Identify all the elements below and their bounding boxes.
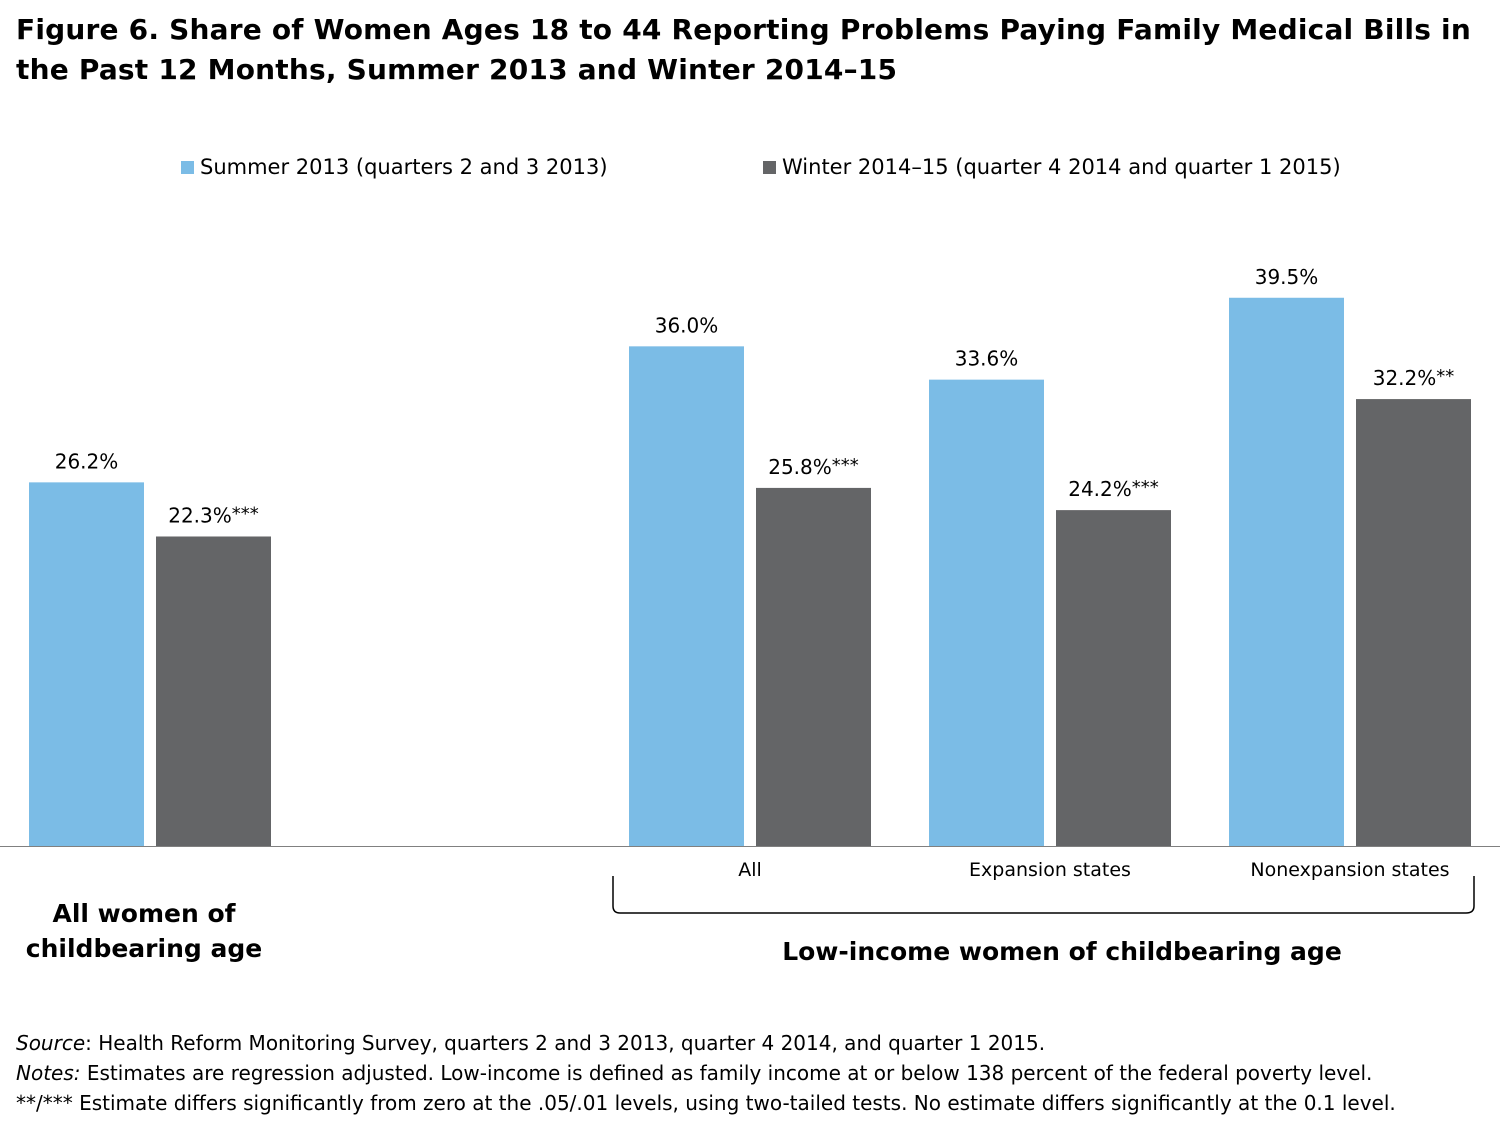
group-label-all-women-line-2: childbearing age bbox=[26, 934, 262, 963]
significance-note: **/*** Estimate differs significantly fr… bbox=[16, 1091, 1396, 1115]
category-label-1: All bbox=[738, 859, 762, 881]
group-label-all-women-line-1: All women of bbox=[52, 899, 236, 928]
chart-title-line-2: the Past 12 Months, Summer 2013 and Wint… bbox=[16, 53, 898, 86]
group-label-low-income: Low-income women of childbearing age bbox=[782, 937, 1342, 966]
bar-summer-3 bbox=[1229, 297, 1344, 846]
data-label-summer-0: 26.2% bbox=[55, 449, 119, 473]
source-text: : Health Reform Monitoring Survey, quart… bbox=[85, 1031, 1046, 1055]
bar-summer-2 bbox=[929, 379, 1044, 846]
legend-swatch-winter bbox=[763, 160, 776, 174]
chart-title-line-1: Figure 6. Share of Women Ages 18 to 44 R… bbox=[16, 13, 1471, 46]
category-label-3: Nonexpansion states bbox=[1250, 859, 1449, 881]
legend-label-winter: Winter 2014–15 (quarter 4 2014 and quart… bbox=[782, 155, 1341, 179]
data-label-winter-0: 22.3%*** bbox=[168, 503, 259, 527]
data-label-winter-2: 24.2%*** bbox=[1068, 477, 1159, 501]
legend-item-summer: Summer 2013 (quarters 2 and 3 2013) bbox=[181, 155, 608, 179]
legend-item-winter: Winter 2014–15 (quarter 4 2014 and quart… bbox=[763, 155, 1341, 179]
chart-notes: Source: Health Reform Monitoring Survey,… bbox=[16, 1028, 1486, 1118]
data-label-winter-3: 32.2%** bbox=[1373, 366, 1455, 390]
bar-winter-2 bbox=[1056, 510, 1171, 846]
source-note: Source: Health Reform Monitoring Survey,… bbox=[16, 1028, 1486, 1058]
category-label-2: Expansion states bbox=[969, 859, 1131, 881]
notes-note: Notes: Estimates are regression adjusted… bbox=[16, 1058, 1486, 1088]
bar-summer-0 bbox=[29, 482, 144, 846]
data-label-summer-1: 36.0% bbox=[655, 313, 719, 337]
bar-chart: 26.2% 36.0% 33.6% 39.5% 22.3%*** 25.8%*** 24.2… bbox=[0, 265, 1500, 966]
chart-legend: Summer 2013 (quarters 2 and 3 2013) Wint… bbox=[0, 155, 1500, 185]
bar-winter-1 bbox=[756, 487, 871, 846]
notes-text: Estimates are regression adjusted. Low-i… bbox=[80, 1061, 1373, 1085]
bar-winter-3 bbox=[1356, 399, 1471, 846]
source-label: Source bbox=[16, 1031, 86, 1055]
legend-label-summer: Summer 2013 (quarters 2 and 3 2013) bbox=[200, 155, 608, 179]
group-bracket bbox=[612, 876, 1475, 914]
bar-winter-0 bbox=[156, 536, 271, 846]
data-label-winter-1: 25.8%*** bbox=[768, 455, 859, 479]
chart-title: Figure 6. Share of Women Ages 18 to 44 R… bbox=[16, 10, 1486, 90]
legend-swatch-summer bbox=[181, 160, 194, 174]
data-label-summer-2: 33.6% bbox=[955, 347, 1019, 371]
bar-summer-1 bbox=[629, 346, 744, 846]
notes-label: Notes: bbox=[16, 1061, 81, 1085]
data-label-summer-3: 39.5% bbox=[1255, 265, 1319, 289]
